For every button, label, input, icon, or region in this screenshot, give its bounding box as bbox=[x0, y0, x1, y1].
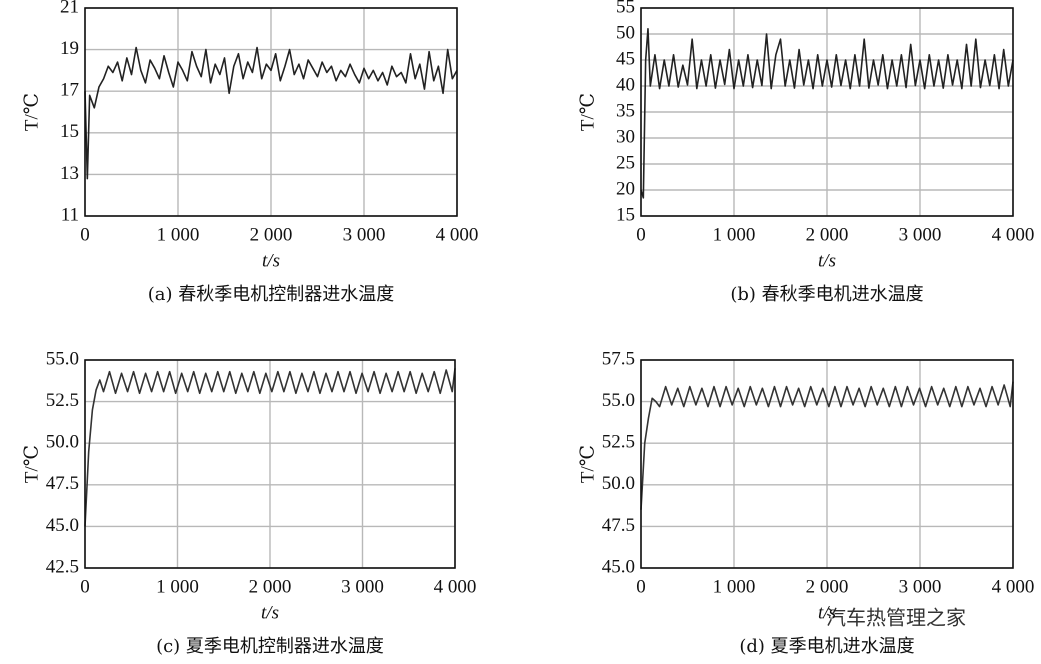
x-tick-label: 3 000 bbox=[899, 576, 942, 597]
y-tick-label: 55.0 bbox=[602, 390, 635, 411]
plot-frame bbox=[84, 359, 456, 569]
chart-panel: 15 20 25 30 35 40 45 50 55 0 1 000 2 000 3 000 4 000 t… bbox=[577, 0, 1034, 305]
x-tick-label: 4 000 bbox=[992, 576, 1035, 597]
y-tick-label: 30 bbox=[616, 126, 635, 147]
y-tick-label: 55.0 bbox=[46, 348, 79, 369]
x-tick-label: 3 000 bbox=[899, 224, 942, 245]
y-tick-label: 40 bbox=[616, 74, 635, 95]
y-tick-label: 50 bbox=[616, 22, 635, 43]
y-tick-label: 47.5 bbox=[46, 473, 79, 494]
x-tick-label: 1 000 bbox=[156, 576, 199, 597]
y-tick-label: 52.5 bbox=[602, 432, 635, 453]
y-tick-label: 15 bbox=[616, 204, 635, 225]
y-axis-label: T/℃ bbox=[21, 445, 42, 483]
x-tick-label: 2 000 bbox=[806, 224, 849, 245]
x-tick-label: 4 000 bbox=[434, 576, 477, 597]
y-tick-label: 19 bbox=[60, 38, 79, 59]
x-tick-label: 0 bbox=[636, 224, 646, 245]
x-tick-label: 1 000 bbox=[713, 576, 756, 597]
plot-frame bbox=[84, 7, 458, 217]
y-tick-label: 15 bbox=[60, 121, 79, 142]
y-tick-label: 57.5 bbox=[602, 348, 635, 369]
chart-panel: 42.5 45.0 47.5 50.0 52.5 55.0 0 1 000 2 000 3 000… bbox=[21, 348, 476, 657]
y-tick-label: 45.0 bbox=[602, 556, 635, 577]
y-tick-label: 50.0 bbox=[46, 432, 79, 453]
y-axis-label: T/℃ bbox=[21, 93, 42, 131]
y-tick-label: 47.5 bbox=[602, 515, 635, 536]
x-axis-label: t/s bbox=[262, 250, 280, 271]
x-tick-label: 4 000 bbox=[436, 224, 479, 245]
y-axis-label: T/℃ bbox=[577, 93, 598, 131]
x-tick-label: 2 000 bbox=[249, 576, 292, 597]
x-tick-label: 0 bbox=[80, 224, 90, 245]
x-axis-label: t/s bbox=[818, 250, 836, 271]
x-tick-label: 4 000 bbox=[992, 224, 1035, 245]
caption: (b) 春秋季电机进水温度 bbox=[730, 284, 923, 305]
plot-frame bbox=[640, 7, 1014, 217]
x-tick-label: 2 000 bbox=[806, 576, 849, 597]
data-line bbox=[640, 381, 1014, 510]
y-tick-label: 17 bbox=[60, 80, 79, 101]
y-axis-label: T/℃ bbox=[577, 445, 598, 483]
y-tick-label: 13 bbox=[60, 163, 79, 184]
chart-panel: 11 13 15 17 19 21 0 1 000 2 000 3 000 4 000 t/s T/℃ (… bbox=[21, 0, 478, 305]
x-tick-label: 0 bbox=[80, 576, 90, 597]
watermark: 汽车热管理之家 bbox=[826, 606, 966, 630]
plot-frame bbox=[640, 359, 1014, 569]
x-tick-label: 1 000 bbox=[713, 224, 756, 245]
chart-panel: 45.0 47.5 50.0 52.5 55.0 57.5 0 1 000 2 000 3 000… bbox=[577, 348, 1034, 657]
y-tick-label: 42.5 bbox=[46, 556, 79, 577]
x-axis-label: t/s bbox=[261, 602, 279, 623]
data-line bbox=[84, 46, 458, 180]
y-tick-label: 35 bbox=[616, 100, 635, 121]
x-tick-label: 0 bbox=[636, 576, 646, 597]
y-tick-label: 25 bbox=[616, 152, 635, 173]
y-tick-label: 50.0 bbox=[602, 473, 635, 494]
x-axis-label: t/s bbox=[818, 602, 836, 623]
data-line bbox=[84, 368, 456, 527]
data-line bbox=[640, 28, 1014, 199]
x-tick-label: 3 000 bbox=[341, 576, 384, 597]
x-tick-label: 1 000 bbox=[157, 224, 200, 245]
caption: (a) 春秋季电机控制器进水温度 bbox=[148, 284, 395, 305]
y-tick-label: 45 bbox=[616, 48, 635, 69]
y-tick-label: 55 bbox=[616, 0, 635, 17]
caption: (c) 夏季电机控制器进水温度 bbox=[156, 636, 384, 657]
y-tick-label: 21 bbox=[60, 0, 79, 17]
y-tick-label: 52.5 bbox=[46, 390, 79, 411]
caption: (d) 夏季电机进水温度 bbox=[739, 636, 914, 657]
y-tick-label: 20 bbox=[616, 178, 635, 199]
y-tick-label: 45.0 bbox=[46, 515, 79, 536]
x-tick-label: 2 000 bbox=[250, 224, 293, 245]
y-tick-label: 11 bbox=[61, 204, 79, 225]
x-tick-label: 3 000 bbox=[343, 224, 386, 245]
